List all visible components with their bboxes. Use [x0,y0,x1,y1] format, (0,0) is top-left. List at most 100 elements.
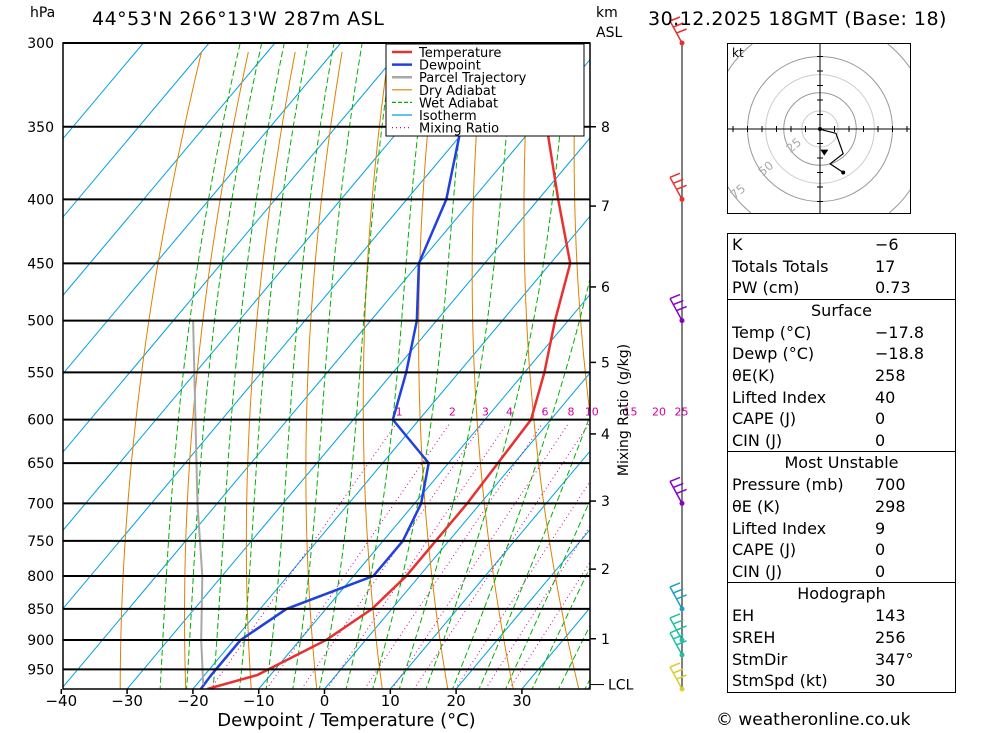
pressure-tick-label: 550 [27,365,54,381]
pressure-tick-label: 400 [27,192,54,208]
dry-adiabat-line [119,51,202,689]
wet-adiabat-line [159,43,241,689]
hodograph-end-point [841,170,846,175]
x-tick-label: 0 [320,692,330,710]
wind-barb-flag [676,594,687,600]
mixing-ratio-line [391,423,569,689]
hodograph-ring-label: 25 [783,135,804,156]
pressure-tick-label: 650 [27,456,54,472]
row-label: Temp (°C) [732,322,812,342]
wind-barb-flag [676,488,687,495]
dry-adiabat-line [184,51,249,689]
isotherm-line [63,43,276,297]
row-value: −18.8 [875,344,925,364]
km-tick-label: 4 [601,427,610,443]
mixing-ratio-label: 4 [506,406,513,419]
wind-barb-shaft [669,586,683,610]
isotherm-line [63,43,144,140]
wind-barb-shaft [669,298,683,321]
row-label: StmDir [732,649,788,669]
row-value: 143 [875,606,906,626]
height-unit-km: km [596,5,618,21]
row-value: 700 [875,475,906,495]
row-value: 30 [875,671,896,691]
mixing-ratio-label: 8 [567,406,574,419]
km-tick-label: 3 [601,494,610,510]
row-value: 298 [875,496,906,516]
x-tick-label: 20 [447,692,466,710]
row-label: StmSpd (kt) [732,671,828,691]
pressure-tick-label: 800 [27,569,54,585]
plot-frame [62,42,591,690]
index-row: K −6 [728,234,955,256]
indices-table: K −6 Totals Totals 17 PW (cm) 0.73 Surface Temp… [727,233,956,693]
pressure-unit: hPa [30,5,56,21]
x-tick-label: −40 [45,692,77,710]
wind-barb-flag [676,184,687,191]
wind-barb-flag [673,178,684,185]
wet-adiabat-line [478,414,590,689]
isotherm-line [63,43,407,453]
row-value: 0 [875,430,886,450]
wind-barb-flag [676,640,687,646]
isotherm-line [63,43,539,610]
surface-row: Dewp (°C) −18.8 [728,343,955,365]
isotherm-line [126,137,590,689]
wind-barb-shaft [669,632,683,656]
most-unstable-row: Pressure (mb) 700 [728,474,955,496]
isotherm-line [389,450,590,689]
wet-adiabat-line [531,566,590,689]
legend-entry: Wet Adiabat [419,96,498,111]
wind-barb-flag [669,172,681,179]
row-value: 40 [875,387,896,407]
pressure-tick-label: 750 [27,534,54,550]
wet-adiabat-line [345,43,430,689]
pressure-tick-label: 700 [27,496,54,512]
dry-adiabat-line [245,51,296,689]
wind-barb-flag [669,293,681,300]
hodograph-plot: kt 25 50 75 [703,12,937,246]
km-tick-label: 6 [601,280,610,296]
isotherm-line [258,293,590,689]
wind-barb-flag [676,305,687,312]
legend-entry: Isotherm [419,109,477,124]
mixing-ratio-axis-label: Mixing Ratio (g/kg) [616,344,632,476]
row-label: PW (cm) [732,278,800,298]
height-unit-asl: ASL [596,25,623,41]
dry-adiabat-line [573,51,590,418]
hodograph-ring-label: 75 [728,181,748,202]
dry-adiabat-line [305,51,343,689]
km-tick-label: 8 [601,120,610,136]
mixing-ratio-label: 20 [652,406,666,419]
km-tick-label: 5 [601,355,610,371]
dry-adiabat-line [951,52,1000,689]
wind-barb-flag [669,628,681,634]
isotherm-line [324,372,590,689]
wet-adiabat-line [318,43,394,689]
row-label: CIN (J) [732,430,783,450]
row-label: CAPE (J) [732,409,797,429]
row-label: Lifted Index [732,518,827,538]
wind-barb-shaft [669,20,683,44]
row-label: SREH [732,627,776,647]
wind-barb-flag [673,299,684,306]
row-label: θE (K) [732,496,780,516]
wet-adiabat-line [292,43,363,689]
row-value: 347° [875,649,914,669]
lcl-label: LCL [608,678,634,694]
x-tick-label: 30 [512,692,531,710]
hodograph-panel: kt 25 50 75 [703,12,937,246]
hodograph-row: StmSpd (kt) 30 [728,670,955,692]
legend-entry: Parcel Trajectory [419,71,527,86]
mixing-ratio-line [326,423,507,689]
most-unstable-row: CIN (J) 0 [728,561,955,583]
wet-adiabat-line [212,43,285,689]
isotherm-line [63,43,473,532]
legend-entry: Temperature [418,46,501,61]
km-tick-label: 7 [601,199,610,215]
surface-row: CAPE (J) 0 [728,408,955,430]
hodograph-row: SREH 256 [728,627,955,649]
most-unstable-row: CAPE (J) 0 [728,539,955,561]
wind-barb-flag [673,619,684,625]
hodograph-unit-label: kt [732,46,744,60]
